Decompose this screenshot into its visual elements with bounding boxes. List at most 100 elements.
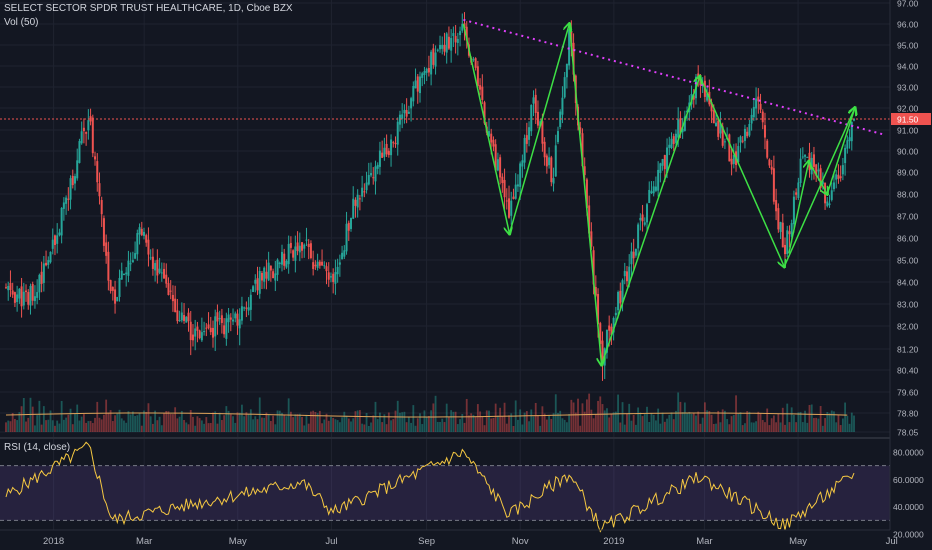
candle-body (623, 270, 626, 277)
candle-body (245, 307, 248, 309)
candle-body (365, 182, 368, 191)
chart-grid (0, 0, 893, 530)
volume-bar (323, 419, 326, 432)
candle-body (585, 179, 588, 209)
volume-bar (399, 412, 401, 432)
volume-bar (312, 410, 315, 432)
volume-bar (465, 398, 468, 432)
time-tick-label: Mar (696, 536, 712, 547)
candle-body (218, 317, 221, 320)
candle-body (763, 125, 766, 138)
candle-body (812, 154, 815, 167)
candle-body (338, 262, 341, 265)
volume-bar (715, 423, 717, 432)
candle-body (441, 44, 444, 49)
candle-body (617, 292, 620, 311)
volume-bar (586, 399, 588, 432)
volume-bar (385, 424, 388, 432)
price-tick-label: 82.00 (897, 322, 919, 332)
candle-body (276, 259, 279, 275)
candle-body (376, 164, 379, 169)
volume-bar (16, 420, 19, 432)
candle-body (817, 169, 820, 172)
volume-bar (804, 410, 806, 432)
candle-body (739, 136, 742, 143)
candle-body (612, 317, 615, 333)
volume-bar (485, 410, 488, 432)
volume-bar (617, 394, 619, 432)
candle-body (686, 110, 689, 113)
candle-body (784, 244, 787, 255)
candle-body (29, 285, 32, 306)
candle-body (492, 139, 495, 147)
volume-bar (476, 404, 479, 432)
candle-body (292, 250, 295, 258)
candle-body (189, 321, 192, 341)
volume-bar (125, 422, 128, 432)
volume-bar (721, 409, 724, 432)
volume-bar (677, 392, 680, 432)
volume-bar (775, 422, 778, 432)
volume-bar (361, 423, 364, 432)
candle-body (105, 242, 108, 256)
candle-body (652, 186, 655, 194)
volume-bar (688, 411, 691, 432)
last-price-tag: 91.50 (891, 113, 931, 125)
candle-body (826, 201, 829, 207)
candle-body (459, 31, 462, 36)
volume-bar (695, 415, 697, 432)
volume-bar (14, 418, 16, 432)
candle-body (307, 243, 310, 248)
price-tick-label: 81.20 (897, 345, 919, 355)
volume-bar (663, 421, 666, 432)
volume-bar (779, 422, 782, 432)
volume-bar (379, 412, 381, 432)
candle-body (588, 205, 591, 234)
candle-body (94, 156, 97, 160)
volume-bar (777, 413, 780, 432)
volume-bar (401, 412, 404, 432)
volume-bar (36, 415, 39, 432)
volume-bar (267, 413, 270, 432)
candle-body (165, 274, 168, 284)
volume-bar (770, 418, 773, 432)
candle-body (100, 200, 103, 215)
candle-body (349, 218, 352, 229)
volume-bar (394, 410, 397, 432)
candle-body (209, 327, 212, 333)
candle-body (336, 266, 339, 275)
candle-body (601, 340, 604, 366)
candle-body (78, 141, 81, 163)
volume-bar (699, 423, 702, 432)
volume-bar (305, 414, 308, 432)
candle-body (114, 289, 117, 304)
volume-bar (772, 415, 775, 432)
zigzag-arrow (783, 108, 855, 267)
volume-bar (318, 410, 321, 432)
candle-body (5, 287, 7, 289)
volume-bar (692, 413, 695, 432)
time-tick-label: Jul (325, 536, 337, 547)
zigzag-arrow (699, 76, 784, 267)
volume-bar (200, 420, 203, 432)
candle-body (232, 319, 235, 322)
volume-bar (140, 425, 143, 432)
candle-body (287, 243, 290, 265)
volume-bar (436, 421, 439, 432)
price-tick-label: 97.00 (897, 0, 919, 9)
volume-bar (390, 420, 392, 432)
volume-bar (568, 414, 571, 432)
volume-bar (712, 423, 715, 432)
price-axis-background (890, 0, 932, 550)
volume-bar (510, 413, 513, 432)
candle-body (256, 278, 259, 291)
candle-body (223, 325, 226, 335)
volume-bar (683, 402, 686, 432)
price-tick-label: 87.00 (897, 212, 919, 222)
candle-body (16, 294, 19, 303)
volume-bar (534, 402, 537, 432)
candle-body (387, 150, 390, 155)
candle-body (260, 272, 263, 281)
time-tick-label: Mar (136, 536, 152, 547)
